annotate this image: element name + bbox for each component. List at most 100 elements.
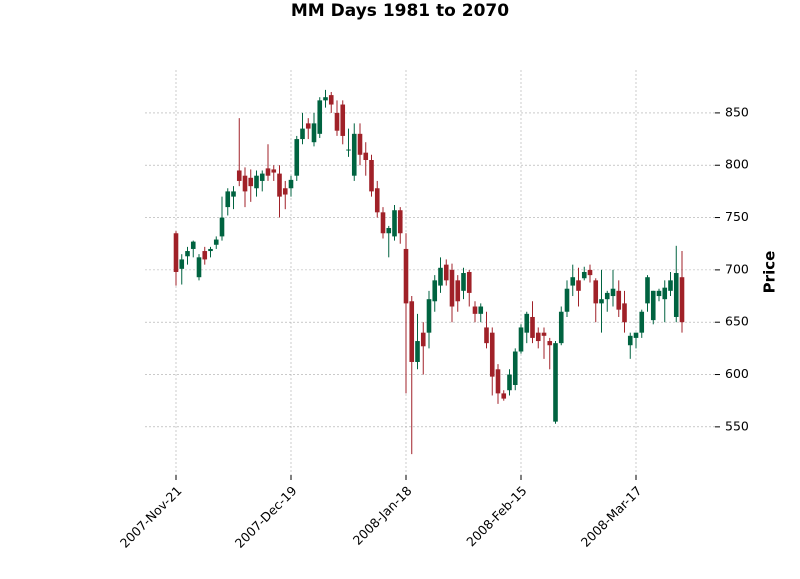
candle-body xyxy=(190,241,196,249)
candle-body xyxy=(576,280,581,291)
candle-body xyxy=(179,259,185,269)
candle-body xyxy=(478,306,484,314)
y-tick-label: 750 xyxy=(725,209,749,224)
candle-body xyxy=(323,97,328,101)
candle-body xyxy=(242,175,248,192)
candle-body xyxy=(317,100,323,134)
candle-body xyxy=(196,257,202,278)
candle-body xyxy=(236,170,242,181)
candle-body xyxy=(570,277,576,286)
candle-body xyxy=(443,264,449,281)
candle-body xyxy=(449,269,455,307)
candle-body xyxy=(300,128,305,140)
candle-body xyxy=(495,369,501,394)
candle-body xyxy=(553,343,558,422)
candle-body xyxy=(392,210,397,237)
candle-body xyxy=(461,273,466,291)
candle-body xyxy=(622,303,627,323)
candle-body xyxy=(173,233,179,272)
candle-body xyxy=(610,288,616,297)
candle-body xyxy=(340,104,346,136)
candle-body xyxy=(397,210,403,234)
candle-body xyxy=(265,168,271,176)
candle-body xyxy=(558,311,564,344)
candle-body xyxy=(604,292,610,300)
candle-body xyxy=(248,177,254,187)
y-tick-label: 700 xyxy=(725,261,749,276)
candle-body xyxy=(409,301,415,362)
candle-body xyxy=(282,188,288,195)
candle-body xyxy=(351,133,357,176)
candle-body xyxy=(627,335,633,346)
candle-body xyxy=(202,251,208,260)
y-tick-label: 850 xyxy=(725,104,749,119)
candle-body xyxy=(656,290,662,297)
candle-body xyxy=(564,288,570,312)
candle-body xyxy=(374,188,380,213)
y-tick-label: 800 xyxy=(725,157,749,172)
y-tick-label: 600 xyxy=(725,366,749,381)
candle-body xyxy=(535,332,541,342)
candle-body xyxy=(225,191,231,208)
candle-body xyxy=(415,341,420,362)
x-tick-label: 2008-Mar-17 xyxy=(578,483,645,550)
candle-body xyxy=(599,299,604,304)
candle-body xyxy=(334,112,340,131)
candle-body xyxy=(489,332,495,377)
candle-body xyxy=(668,280,673,291)
candle-body xyxy=(581,271,587,279)
candle-body xyxy=(213,239,219,245)
candle-body xyxy=(271,169,277,173)
candle-body xyxy=(472,306,478,314)
candle-body xyxy=(455,280,461,302)
x-tick-label: 2007-Dec-19 xyxy=(232,483,300,551)
y-tick-label: 550 xyxy=(725,418,749,433)
candle-body xyxy=(277,173,282,197)
y-axis-label: Price xyxy=(761,251,779,294)
candle-body xyxy=(403,248,409,304)
x-tick-label: 2008-Feb-15 xyxy=(463,483,529,549)
candle-body xyxy=(369,160,374,192)
candle-body xyxy=(587,269,593,276)
candle-body xyxy=(305,123,311,129)
candle-body xyxy=(254,175,259,189)
candle-body xyxy=(357,133,363,155)
candle-body xyxy=(650,290,656,321)
candle-body xyxy=(231,191,236,197)
candle-body xyxy=(673,273,679,317)
candle-body xyxy=(530,316,535,338)
candle-body xyxy=(432,280,438,302)
candle-body xyxy=(259,173,265,181)
y-tick-label: 650 xyxy=(725,314,749,329)
candle-body xyxy=(438,267,443,286)
candle-body xyxy=(484,327,489,344)
candle-body xyxy=(328,95,334,105)
candle-body xyxy=(593,280,599,304)
candle-body xyxy=(662,287,668,300)
candle-body xyxy=(518,327,524,352)
candle-body xyxy=(541,332,547,336)
candle-body xyxy=(288,179,294,189)
candle-body xyxy=(426,299,432,333)
candle-body xyxy=(346,149,351,151)
candle-body xyxy=(501,393,507,399)
candle-body xyxy=(363,152,369,160)
candle-body xyxy=(380,212,386,234)
candle-body xyxy=(639,311,645,333)
candle-body xyxy=(185,251,190,257)
chart-title: MM Days 1981 to 2070 xyxy=(291,1,509,21)
candle-body xyxy=(420,332,426,347)
candle-body xyxy=(512,351,518,385)
candle-body xyxy=(311,123,317,143)
candle-body xyxy=(466,271,472,293)
candle-body xyxy=(547,341,553,346)
candle-body xyxy=(633,332,639,338)
x-tick-label: 2008-Jan-18 xyxy=(350,483,415,548)
candle-body xyxy=(294,139,300,176)
candle-body xyxy=(616,290,622,310)
candle-body xyxy=(386,228,392,234)
candle-body xyxy=(219,217,225,237)
candle-body xyxy=(645,277,650,304)
candle-body xyxy=(507,374,512,391)
candle-body xyxy=(679,277,685,323)
